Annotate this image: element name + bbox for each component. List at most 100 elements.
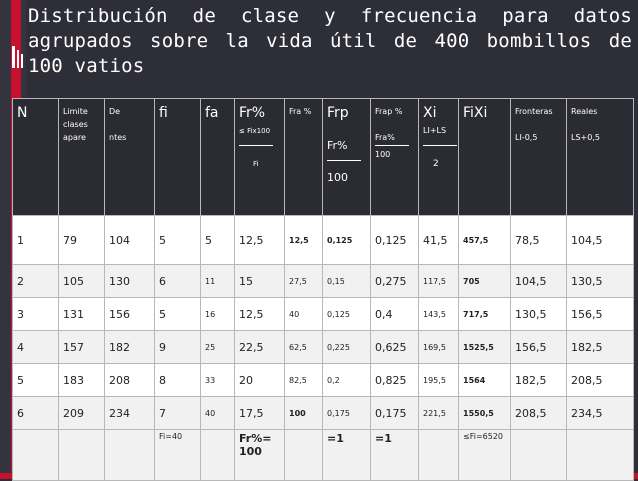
cell-n: 3 xyxy=(12,297,59,331)
cell-reales: 208,5 xyxy=(566,363,634,397)
cell-fa: 25 xyxy=(200,330,235,364)
cell-frap: 0,4 xyxy=(370,297,419,331)
table-row: 3 131 156 5 16 12,5 40 0,125 0,4 143,5 7… xyxy=(12,297,634,331)
cell-empty xyxy=(510,429,567,481)
table-row: 1 79 104 5 5 12,5 12,5 0,125 0,125 41,5 … xyxy=(12,215,634,265)
cell-fa: 33 xyxy=(200,363,235,397)
header-fi: fi xyxy=(154,98,201,216)
cell-ls: 130 xyxy=(104,264,155,298)
cell-fi: 7 xyxy=(154,396,201,430)
cell-frap: 0,125 xyxy=(370,215,419,265)
cell-li: 157 xyxy=(58,330,105,364)
cell-fi: 5 xyxy=(154,297,201,331)
cell-fra: 27,5 xyxy=(284,264,323,298)
cell-fixi: 457,5 xyxy=(458,215,511,265)
cell-xi: 117,5 xyxy=(418,264,459,298)
cell-li: 105 xyxy=(58,264,105,298)
cell-fr: 22,5 xyxy=(234,330,285,364)
cell-frp: 0,2 xyxy=(322,363,371,397)
cell-n: 4 xyxy=(12,330,59,364)
cell-fronteras: 104,5 xyxy=(510,264,567,298)
cell-fa: 5 xyxy=(200,215,235,265)
header-xi: Xi LI+LS 2 xyxy=(418,98,459,216)
cell-fr: 17,5 xyxy=(234,396,285,430)
header-frp: Frp Fr% 100 xyxy=(322,98,371,216)
cell-ls: 156 xyxy=(104,297,155,331)
cell-xi: 195,5 xyxy=(418,363,459,397)
total-fi: Fi=40 xyxy=(154,429,201,481)
cell-n: 5 xyxy=(12,363,59,397)
cell-xi: 221,5 xyxy=(418,396,459,430)
cell-fr: 20 xyxy=(234,363,285,397)
header-limite: Limite clases apare xyxy=(58,98,105,216)
header-de: De ntes xyxy=(104,98,155,216)
cell-fr: 15 xyxy=(234,264,285,298)
cell-empty xyxy=(12,429,59,481)
cell-fixi: 1550,5 xyxy=(458,396,511,430)
total-frp: =1 xyxy=(322,429,371,481)
cell-fronteras: 78,5 xyxy=(510,215,567,265)
cell-n: 6 xyxy=(12,396,59,430)
cell-xi: 169,5 xyxy=(418,330,459,364)
cell-fronteras: 130,5 xyxy=(510,297,567,331)
cell-fixi: 717,5 xyxy=(458,297,511,331)
cell-reales: 130,5 xyxy=(566,264,634,298)
table-header-row: N Limite clases apare De ntes fi fa Fr% ≤… xyxy=(12,98,634,216)
cell-fixi: 705 xyxy=(458,264,511,298)
decorative-marks xyxy=(12,46,23,68)
cell-li: 131 xyxy=(58,297,105,331)
frequency-table-container: N Limite clases apare De ntes fi fa Fr% ≤… xyxy=(12,98,634,481)
cell-li: 183 xyxy=(58,363,105,397)
frequency-table: N Limite clases apare De ntes fi fa Fr% ≤… xyxy=(12,98,634,481)
cell-li: 209 xyxy=(58,396,105,430)
cell-fra: 40 xyxy=(284,297,323,331)
cell-frap: 0,625 xyxy=(370,330,419,364)
cell-fa: 11 xyxy=(200,264,235,298)
header-n: N xyxy=(12,98,59,216)
table-row: 6 209 234 7 40 17,5 100 0,175 0,175 221,… xyxy=(12,396,634,430)
totals-row: Fi=40 Fr%= 100 =1 =1 ≤Fi=6520 xyxy=(12,429,634,481)
table-row: 4 157 182 9 25 22,5 62,5 0,225 0,625 169… xyxy=(12,330,634,364)
table-row: 5 183 208 8 33 20 82,5 0,2 0,825 195,5 1… xyxy=(12,363,634,397)
cell-fixi: 1564 xyxy=(458,363,511,397)
cell-empty xyxy=(418,429,459,481)
cell-fa: 40 xyxy=(200,396,235,430)
cell-fr: 12,5 xyxy=(234,215,285,265)
cell-frap: 0,175 xyxy=(370,396,419,430)
cell-fr: 12,5 xyxy=(234,297,285,331)
header-fr: Fr% ≤ Fix100 Fi xyxy=(234,98,285,216)
header-fa: fa xyxy=(200,98,235,216)
cell-empty xyxy=(284,429,323,481)
cell-n: 2 xyxy=(12,264,59,298)
cell-frp: 0,125 xyxy=(322,297,371,331)
cell-ls: 182 xyxy=(104,330,155,364)
total-fixi: ≤Fi=6520 xyxy=(458,429,511,481)
cell-empty xyxy=(104,429,155,481)
cell-reales: 104,5 xyxy=(566,215,634,265)
cell-fra: 82,5 xyxy=(284,363,323,397)
cell-ls: 234 xyxy=(104,396,155,430)
total-frap: =1 xyxy=(370,429,419,481)
header-frap: Frap % Fra% 100 xyxy=(370,98,419,216)
cell-fixi: 1525,5 xyxy=(458,330,511,364)
cell-frp: 0,15 xyxy=(322,264,371,298)
table-row: 2 105 130 6 11 15 27,5 0,15 0,275 117,5 … xyxy=(12,264,634,298)
cell-fra: 100 xyxy=(284,396,323,430)
slide-title: Distribución de clase y frecuencia para … xyxy=(28,5,632,77)
cell-fronteras: 182,5 xyxy=(510,363,567,397)
cell-xi: 41,5 xyxy=(418,215,459,265)
header-fra: Fra % xyxy=(284,98,323,216)
cell-reales: 156,5 xyxy=(566,297,634,331)
cell-xi: 143,5 xyxy=(418,297,459,331)
cell-fra: 12,5 xyxy=(284,215,323,265)
cell-fra: 62,5 xyxy=(284,330,323,364)
cell-fronteras: 208,5 xyxy=(510,396,567,430)
cell-fi: 8 xyxy=(154,363,201,397)
header-fronteras: Fronteras LI-0,5 xyxy=(510,98,567,216)
cell-empty xyxy=(58,429,105,481)
cell-fi: 9 xyxy=(154,330,201,364)
cell-n: 1 xyxy=(12,215,59,265)
cell-fa: 16 xyxy=(200,297,235,331)
cell-reales: 234,5 xyxy=(566,396,634,430)
total-fr: Fr%= 100 xyxy=(234,429,285,481)
